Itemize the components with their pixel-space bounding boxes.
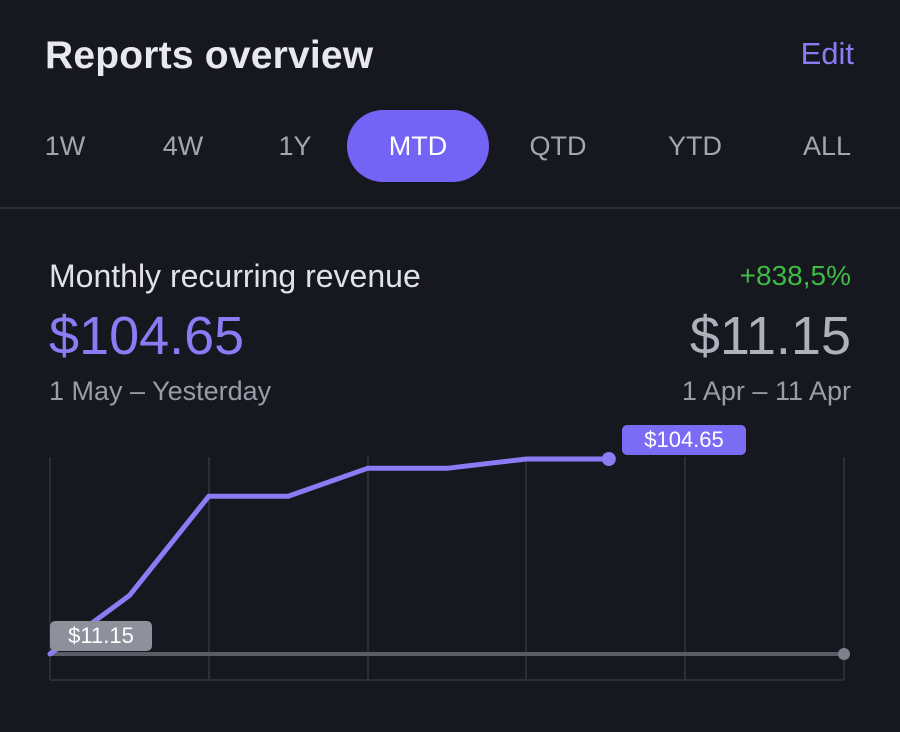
- edit-button[interactable]: Edit: [800, 36, 854, 71]
- period-tabs: 1W 4W 1Y MTD QTD YTD ALL: [0, 110, 900, 184]
- current-series-line: [47, 456, 609, 657]
- tab-qtd[interactable]: QTD: [529, 130, 587, 161]
- divider: [0, 207, 900, 209]
- current-value: $104.65: [49, 306, 245, 366]
- tab-1w[interactable]: 1W: [44, 130, 86, 161]
- tab-mtd[interactable]: MTD: [347, 110, 489, 182]
- tab-all[interactable]: ALL: [802, 130, 852, 161]
- metric-label: Monthly recurring revenue: [49, 258, 421, 294]
- tab-1y[interactable]: 1Y: [278, 130, 312, 161]
- chart-grid: [49, 457, 845, 681]
- header: Reports overview Edit: [45, 28, 854, 84]
- metric-change-badge: +838,5%: [739, 260, 851, 291]
- current-end-label: $104.65: [622, 425, 746, 455]
- current-series-end-dot: [601, 452, 616, 466]
- tab-ytd[interactable]: YTD: [668, 130, 722, 161]
- previous-series-end-dot: [838, 648, 850, 660]
- previous-value: $11.15: [689, 306, 851, 366]
- current-date-range: 1 May – Yesterday: [49, 376, 272, 406]
- tab-4w[interactable]: 4W: [162, 130, 204, 161]
- page-title: Reports overview: [45, 34, 374, 77]
- previous-end-label: $11.15: [50, 621, 152, 651]
- previous-date-range: 1 Apr – 11 Apr: [681, 376, 851, 406]
